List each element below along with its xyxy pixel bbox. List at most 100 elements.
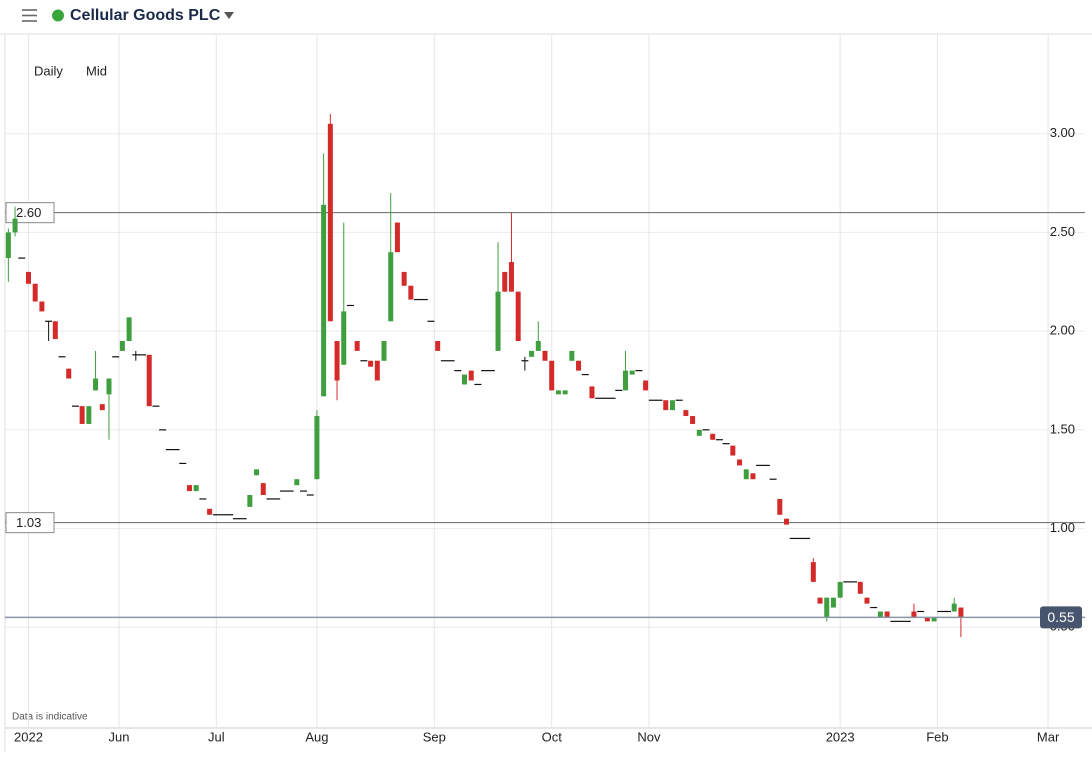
candle-body	[690, 416, 696, 424]
price-type-button[interactable]: Mid	[86, 63, 107, 78]
candle-body	[555, 390, 561, 395]
candle-body	[737, 459, 743, 466]
candle-body	[824, 597, 830, 618]
candle-body	[294, 479, 300, 486]
candle-body	[931, 617, 937, 622]
candle-body	[39, 301, 45, 312]
x-tick-label: 2023	[826, 729, 855, 744]
note: Data is indicative	[12, 712, 88, 723]
candle-body	[549, 360, 555, 391]
candle-body	[93, 378, 99, 391]
instrument-title[interactable]: Cellular Goods PLC	[70, 7, 221, 24]
candle-body	[884, 611, 890, 618]
y-tick-label: 2.00	[1050, 323, 1075, 338]
candle-body	[576, 360, 582, 371]
candle-body	[186, 485, 192, 492]
candle-body	[911, 611, 917, 618]
candle-body	[743, 469, 749, 480]
candle-body	[777, 498, 783, 515]
candle-body	[462, 374, 468, 385]
candle-body	[52, 321, 58, 340]
candle-body	[388, 252, 394, 322]
candle-body	[562, 390, 568, 395]
candle-body	[435, 341, 441, 351]
candle-body	[321, 204, 327, 397]
candle-body	[629, 370, 635, 375]
candle-body	[730, 445, 736, 456]
candle-body	[314, 416, 320, 480]
candle-body	[66, 368, 72, 379]
candle-body	[374, 360, 380, 381]
candle-body	[924, 617, 930, 622]
candle-body	[381, 341, 387, 361]
interval-button[interactable]: Daily	[34, 63, 63, 78]
menu-icon[interactable]	[22, 9, 37, 22]
y-tick-label: 2.50	[1050, 224, 1075, 239]
x-tick-label: Jul	[208, 729, 225, 744]
candle-body	[569, 350, 575, 361]
candle-body	[394, 222, 400, 253]
status-dot	[52, 9, 64, 22]
candle-body	[12, 218, 18, 233]
candle-body	[535, 341, 541, 351]
candle-body	[643, 380, 649, 391]
candle-body	[529, 350, 535, 357]
candle-body	[750, 473, 756, 480]
candle-body	[146, 354, 152, 407]
y-tick-label: 1.00	[1050, 520, 1075, 535]
x-tick-label: Sep	[423, 729, 446, 744]
last-price-label: 0.55	[1047, 609, 1074, 625]
candle-body	[669, 400, 675, 411]
candle-body	[830, 597, 836, 608]
candle-body	[334, 341, 340, 381]
candle-body	[126, 317, 132, 342]
dropdown-caret[interactable]	[224, 12, 234, 19]
x-tick-label: Aug	[305, 729, 328, 744]
x-tick-label: Nov	[637, 729, 661, 744]
candle-body	[99, 404, 105, 411]
candle-body	[327, 123, 333, 322]
candle-body	[260, 483, 266, 496]
x-tick-label: Oct	[542, 729, 563, 744]
candle-body	[837, 581, 843, 598]
candle-body	[79, 406, 85, 424]
candle-body	[502, 271, 508, 292]
candle-body	[542, 350, 548, 361]
level-label: 1.03	[16, 515, 41, 530]
candle-body	[341, 311, 347, 365]
candle-body	[857, 581, 863, 594]
x-tick-label: Feb	[926, 729, 948, 744]
candle-body	[119, 341, 125, 351]
header-bar	[0, 0, 1092, 34]
level-label-box	[5, 202, 55, 224]
candle-body	[663, 400, 669, 411]
candle-body	[5, 232, 11, 259]
candle-body	[958, 607, 964, 618]
candle-body	[710, 433, 716, 440]
level-label-box	[5, 512, 55, 534]
candle-body	[683, 410, 689, 417]
x-tick-label: 2022	[14, 729, 43, 744]
candle-body	[495, 291, 501, 351]
candle-body	[622, 370, 628, 391]
candle-body	[254, 469, 260, 476]
candle-body	[877, 611, 883, 618]
candle-body	[783, 518, 789, 525]
candle-body	[193, 485, 199, 492]
candle-body	[32, 283, 38, 302]
level-label: 2.60	[16, 205, 41, 220]
candle-body	[86, 406, 92, 424]
x-tick-label: Jun	[109, 729, 130, 744]
candle-body	[247, 495, 253, 507]
candle-body	[696, 429, 702, 436]
candle-body	[864, 597, 870, 604]
candle-body	[207, 508, 213, 515]
candle-body	[401, 271, 407, 286]
candle-body	[25, 271, 31, 284]
candle-body	[508, 262, 514, 292]
candle-body	[408, 285, 414, 300]
candle-body	[515, 291, 521, 342]
candle-body	[468, 370, 474, 381]
